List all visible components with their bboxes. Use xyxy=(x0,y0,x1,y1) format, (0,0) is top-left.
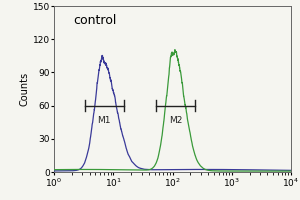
Text: M1: M1 xyxy=(98,116,111,125)
Text: M2: M2 xyxy=(169,116,182,125)
Y-axis label: Counts: Counts xyxy=(20,72,30,106)
Text: control: control xyxy=(73,14,116,27)
